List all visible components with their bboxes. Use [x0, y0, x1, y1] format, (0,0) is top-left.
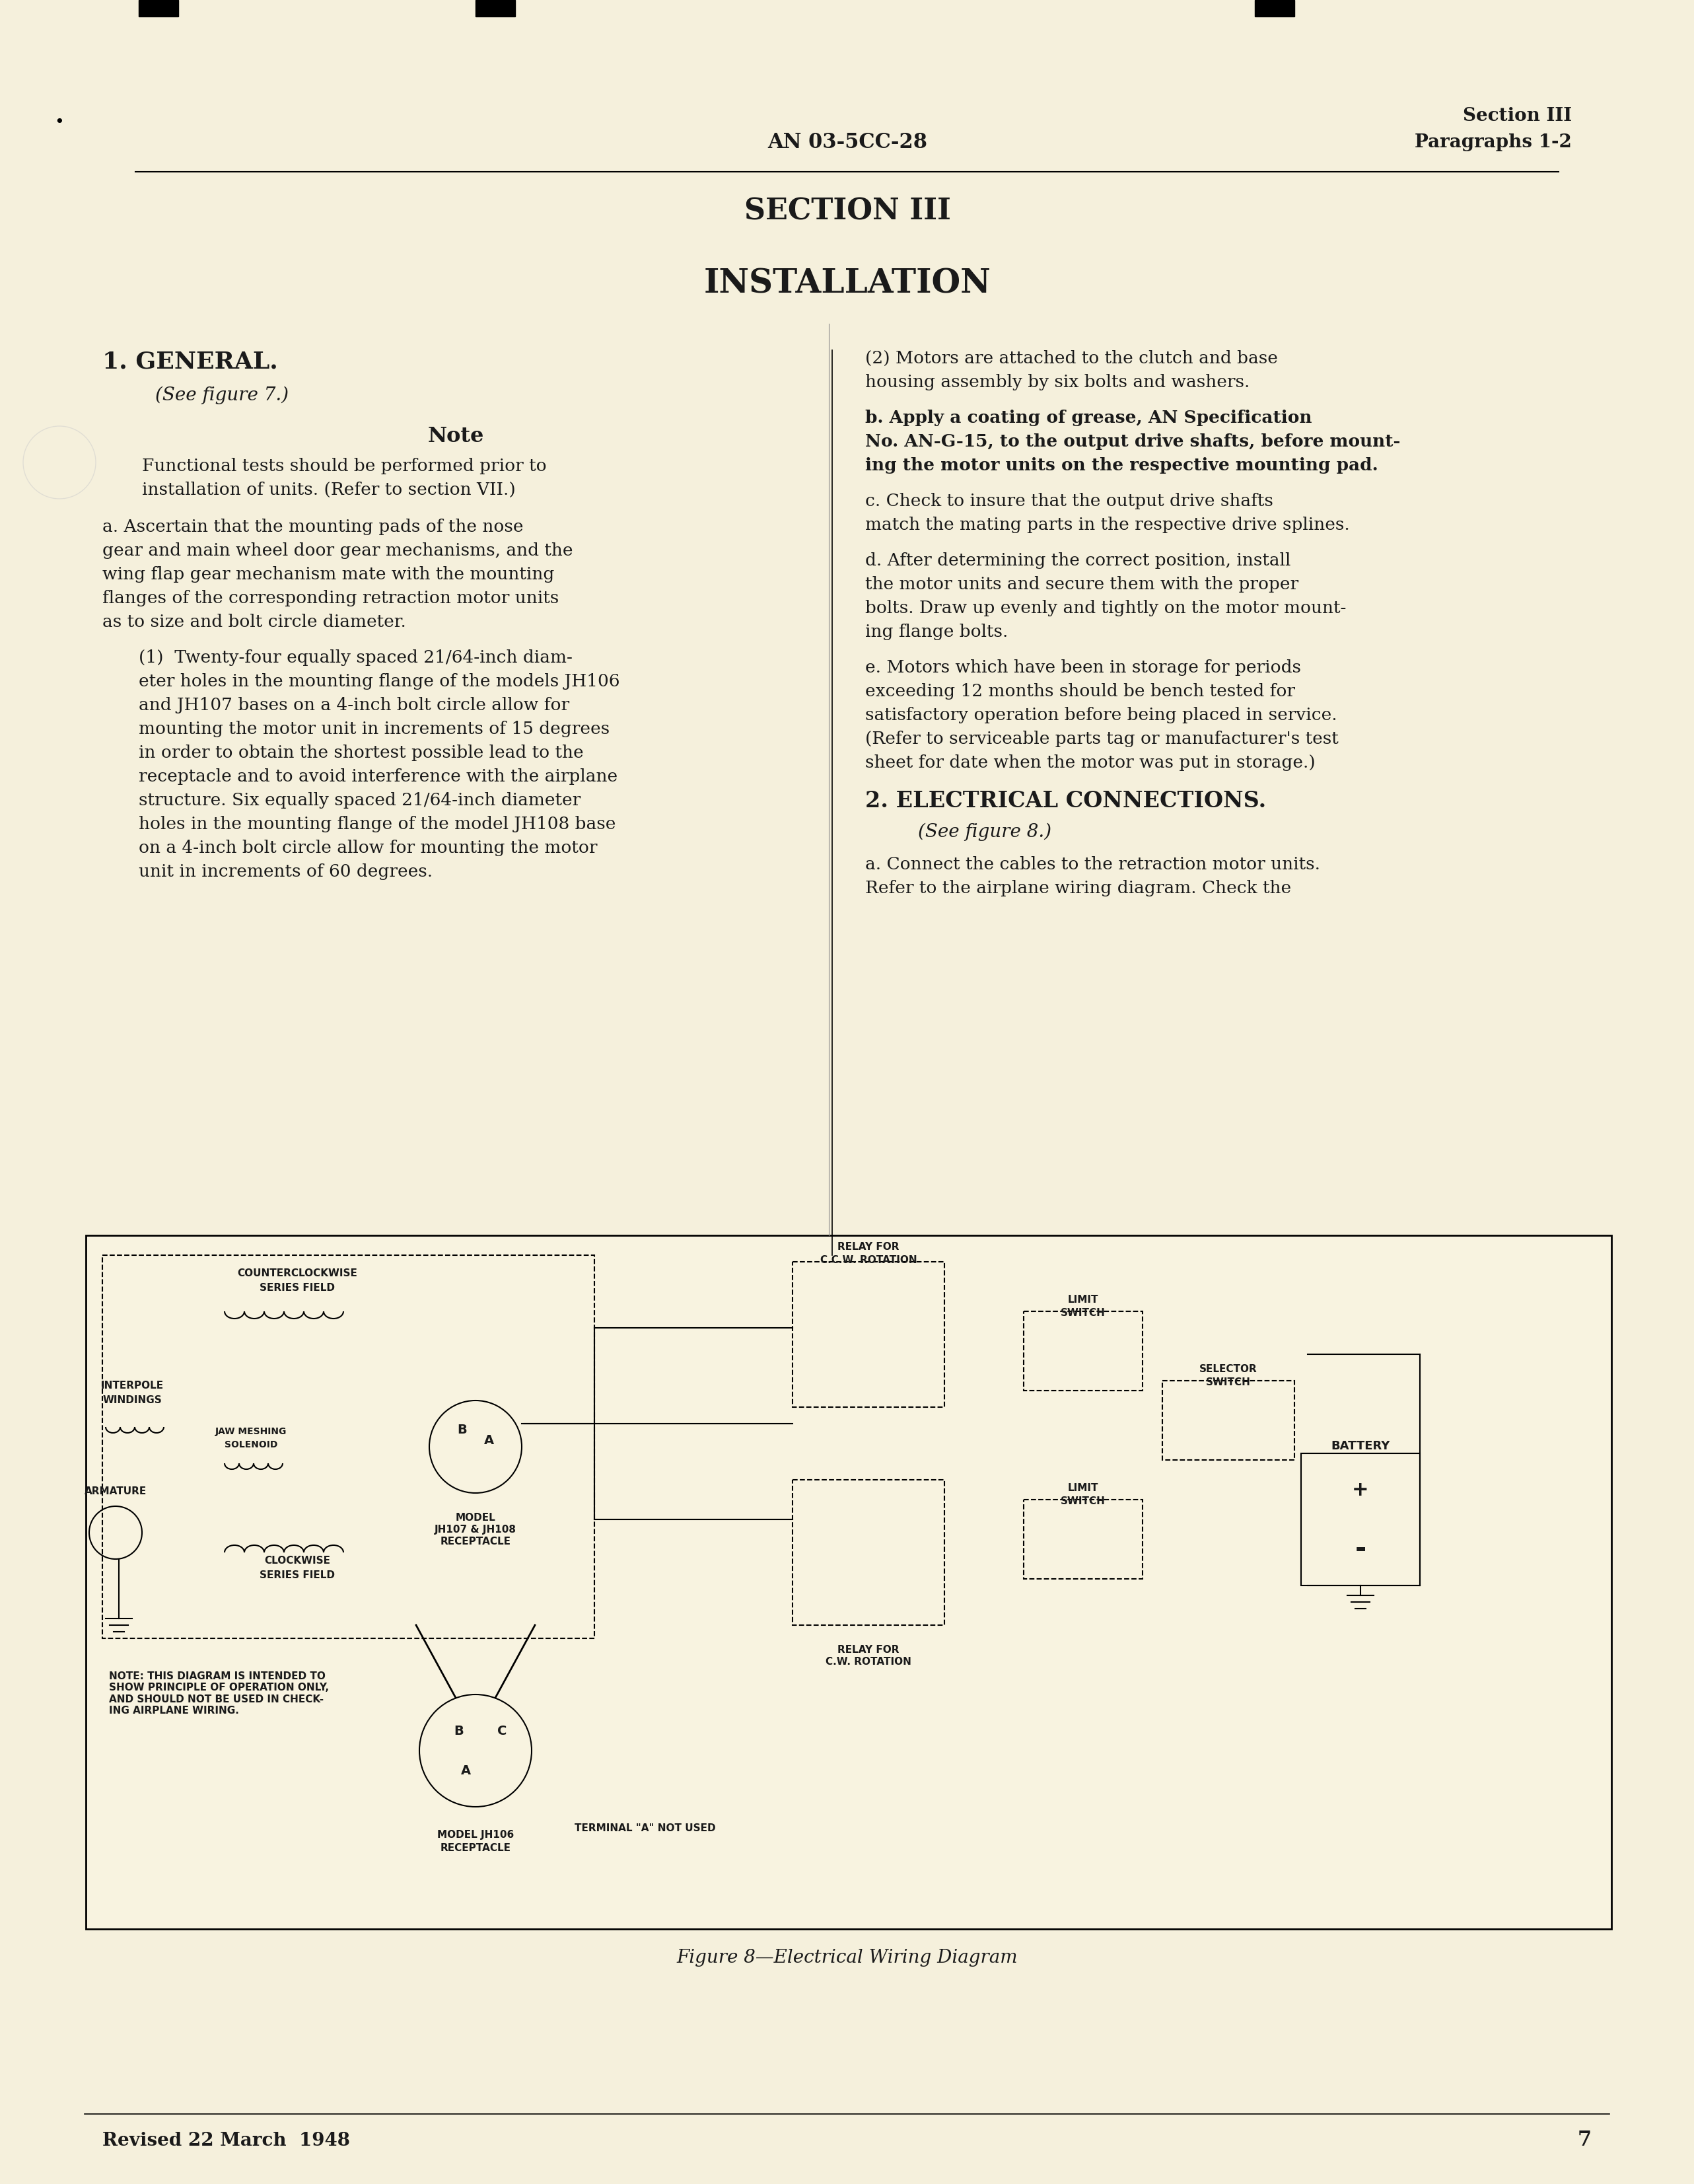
Text: Paragraphs 1-2: Paragraphs 1-2: [1414, 133, 1572, 151]
Text: Note: Note: [427, 426, 484, 446]
Text: wing flap gear mechanism mate with the mounting: wing flap gear mechanism mate with the m…: [102, 566, 554, 583]
Bar: [1301, 1452, 1420, 1586]
Text: B: B: [454, 1725, 464, 1736]
Text: RECEPTACLE: RECEPTACLE: [440, 1538, 512, 1546]
Text: •: •: [54, 114, 64, 131]
Text: B: B: [457, 1424, 468, 1437]
Text: AN 03-5CC-28: AN 03-5CC-28: [767, 131, 927, 153]
Text: as to size and bolt circle diameter.: as to size and bolt circle diameter.: [102, 614, 407, 631]
Text: in order to obtain the shortest possible lead to the: in order to obtain the shortest possible…: [139, 745, 583, 760]
Text: INSTALLATION: INSTALLATION: [703, 269, 991, 299]
Text: ARMATURE: ARMATURE: [85, 1487, 147, 1496]
Text: Revised 22 March  1948: Revised 22 March 1948: [102, 2132, 351, 2149]
Bar: [1255, 0, 1294, 17]
Text: bolts. Draw up evenly and tightly on the motor mount-: bolts. Draw up evenly and tightly on the…: [866, 601, 1347, 616]
Text: ing the motor units on the respective mounting pad.: ing the motor units on the respective mo…: [866, 456, 1379, 474]
Text: SELECTOR: SELECTOR: [1199, 1365, 1257, 1374]
Text: (1)  Twenty-four equally spaced 21/64-inch diam-: (1) Twenty-four equally spaced 21/64-inc…: [139, 649, 573, 666]
Text: match the mating parts in the respective drive splines.: match the mating parts in the respective…: [866, 518, 1350, 533]
Text: unit in increments of 60 degrees.: unit in increments of 60 degrees.: [139, 863, 432, 880]
Text: RELAY FOR: RELAY FOR: [837, 1243, 900, 1251]
Text: SERIES FIELD: SERIES FIELD: [259, 1282, 335, 1293]
Text: structure. Six equally spaced 21/64-inch diameter: structure. Six equally spaced 21/64-inch…: [139, 793, 581, 808]
Text: Refer to the airplane wiring diagram. Check the: Refer to the airplane wiring diagram. Ch…: [866, 880, 1291, 895]
Text: COUNTERCLOCKWISE: COUNTERCLOCKWISE: [237, 1269, 357, 1278]
Bar: [793, 1481, 945, 1625]
Text: MODEL: MODEL: [456, 1514, 496, 1522]
Text: SWITCH: SWITCH: [1060, 1496, 1106, 1507]
Bar: [86, 1236, 1611, 1928]
Text: JH107 & JH108: JH107 & JH108: [435, 1524, 517, 1535]
Text: NOTE: THIS DIAGRAM IS INTENDED TO
SHOW PRINCIPLE OF OPERATION ONLY,
AND SHOULD N: NOTE: THIS DIAGRAM IS INTENDED TO SHOW P…: [108, 1671, 329, 1717]
Text: C.W. ROTATION: C.W. ROTATION: [825, 1658, 911, 1666]
Text: installation of units. (Refer to section VII.): installation of units. (Refer to section…: [142, 483, 515, 498]
Text: RELAY FOR: RELAY FOR: [837, 1645, 900, 1655]
Text: -: -: [1355, 1535, 1365, 1564]
Text: mounting the motor unit in increments of 15 degrees: mounting the motor unit in increments of…: [139, 721, 610, 738]
Text: Figure 8—Electrical Wiring Diagram: Figure 8—Electrical Wiring Diagram: [676, 1948, 1018, 1966]
Text: INTERPOLE: INTERPOLE: [100, 1380, 164, 1391]
Text: JAW MESHING: JAW MESHING: [215, 1426, 286, 1437]
Text: Section III: Section III: [1462, 107, 1572, 124]
Text: SERIES FIELD: SERIES FIELD: [259, 1570, 335, 1581]
Text: the motor units and secure them with the proper: the motor units and secure them with the…: [866, 577, 1299, 592]
Text: +: +: [1352, 1481, 1369, 1498]
Text: (See figure 8.): (See figure 8.): [918, 823, 1052, 841]
Text: a. Ascertain that the mounting pads of the nose: a. Ascertain that the mounting pads of t…: [102, 518, 523, 535]
Text: ing flange bolts.: ing flange bolts.: [866, 625, 1008, 640]
Text: SECTION III: SECTION III: [744, 197, 950, 225]
Text: housing assembly by six bolts and washers.: housing assembly by six bolts and washer…: [866, 373, 1250, 391]
Text: holes in the mounting flange of the model JH108 base: holes in the mounting flange of the mode…: [139, 817, 615, 832]
Text: (Refer to serviceable parts tag or manufacturer's test: (Refer to serviceable parts tag or manuf…: [866, 732, 1338, 747]
Text: c. Check to insure that the output drive shafts: c. Check to insure that the output drive…: [866, 494, 1274, 509]
Bar: [102, 1256, 595, 1638]
Text: BATTERY: BATTERY: [1331, 1439, 1391, 1452]
Text: gear and main wheel door gear mechanisms, and the: gear and main wheel door gear mechanisms…: [102, 542, 573, 559]
Text: flanges of the corresponding retraction motor units: flanges of the corresponding retraction …: [102, 590, 559, 607]
Text: WINDINGS: WINDINGS: [102, 1396, 161, 1404]
Bar: [1023, 1310, 1142, 1391]
Text: MODEL JH106: MODEL JH106: [437, 1830, 513, 1839]
Text: Functional tests should be performed prior to: Functional tests should be performed pri…: [142, 459, 547, 474]
Bar: [1023, 1500, 1142, 1579]
Text: on a 4-inch bolt circle allow for mounting the motor: on a 4-inch bolt circle allow for mounti…: [139, 839, 598, 856]
Text: (See figure 7.): (See figure 7.): [156, 387, 288, 404]
Text: C: C: [496, 1725, 507, 1736]
Text: C.C.W. ROTATION: C.C.W. ROTATION: [820, 1256, 916, 1265]
Text: No. AN-G-15, to the output drive shafts, before mount-: No. AN-G-15, to the output drive shafts,…: [866, 432, 1401, 450]
Text: A: A: [484, 1435, 493, 1446]
Text: a. Connect the cables to the retraction motor units.: a. Connect the cables to the retraction …: [866, 856, 1320, 874]
Text: 7: 7: [1577, 2129, 1592, 2151]
Text: and JH107 bases on a 4-inch bolt circle allow for: and JH107 bases on a 4-inch bolt circle …: [139, 697, 569, 714]
Text: (2) Motors are attached to the clutch and base: (2) Motors are attached to the clutch an…: [866, 349, 1277, 367]
Text: LIMIT: LIMIT: [1067, 1295, 1098, 1304]
Text: e. Motors which have been in storage for periods: e. Motors which have been in storage for…: [866, 660, 1301, 675]
Bar: [139, 0, 178, 17]
Text: SOLENOID: SOLENOID: [224, 1439, 278, 1450]
Text: sheet for date when the motor was put in storage.): sheet for date when the motor was put in…: [866, 753, 1316, 771]
Text: LIMIT: LIMIT: [1067, 1483, 1098, 1494]
Text: SWITCH: SWITCH: [1060, 1308, 1106, 1317]
Bar: [793, 1262, 945, 1406]
Text: CLOCKWISE: CLOCKWISE: [264, 1555, 330, 1566]
Text: satisfactory operation before being placed in service.: satisfactory operation before being plac…: [866, 708, 1337, 723]
Text: receptacle and to avoid interference with the airplane: receptacle and to avoid interference wit…: [139, 769, 618, 784]
Text: A: A: [461, 1765, 471, 1778]
Text: 1. GENERAL.: 1. GENERAL.: [102, 349, 278, 373]
Text: TERMINAL "A" NOT USED: TERMINAL "A" NOT USED: [574, 1824, 715, 1832]
Text: b. Apply a coating of grease, AN Specification: b. Apply a coating of grease, AN Specifi…: [866, 411, 1311, 426]
Text: exceeding 12 months should be bench tested for: exceeding 12 months should be bench test…: [866, 684, 1296, 699]
Bar: [1162, 1380, 1294, 1459]
Bar: [476, 0, 515, 17]
Text: 2. ELECTRICAL CONNECTIONS.: 2. ELECTRICAL CONNECTIONS.: [866, 791, 1265, 812]
Text: d. After determining the correct position, install: d. After determining the correct positio…: [866, 553, 1291, 568]
Text: RECEPTACLE: RECEPTACLE: [440, 1843, 512, 1852]
Text: eter holes in the mounting flange of the models JH106: eter holes in the mounting flange of the…: [139, 673, 620, 690]
Text: SWITCH: SWITCH: [1206, 1378, 1250, 1387]
